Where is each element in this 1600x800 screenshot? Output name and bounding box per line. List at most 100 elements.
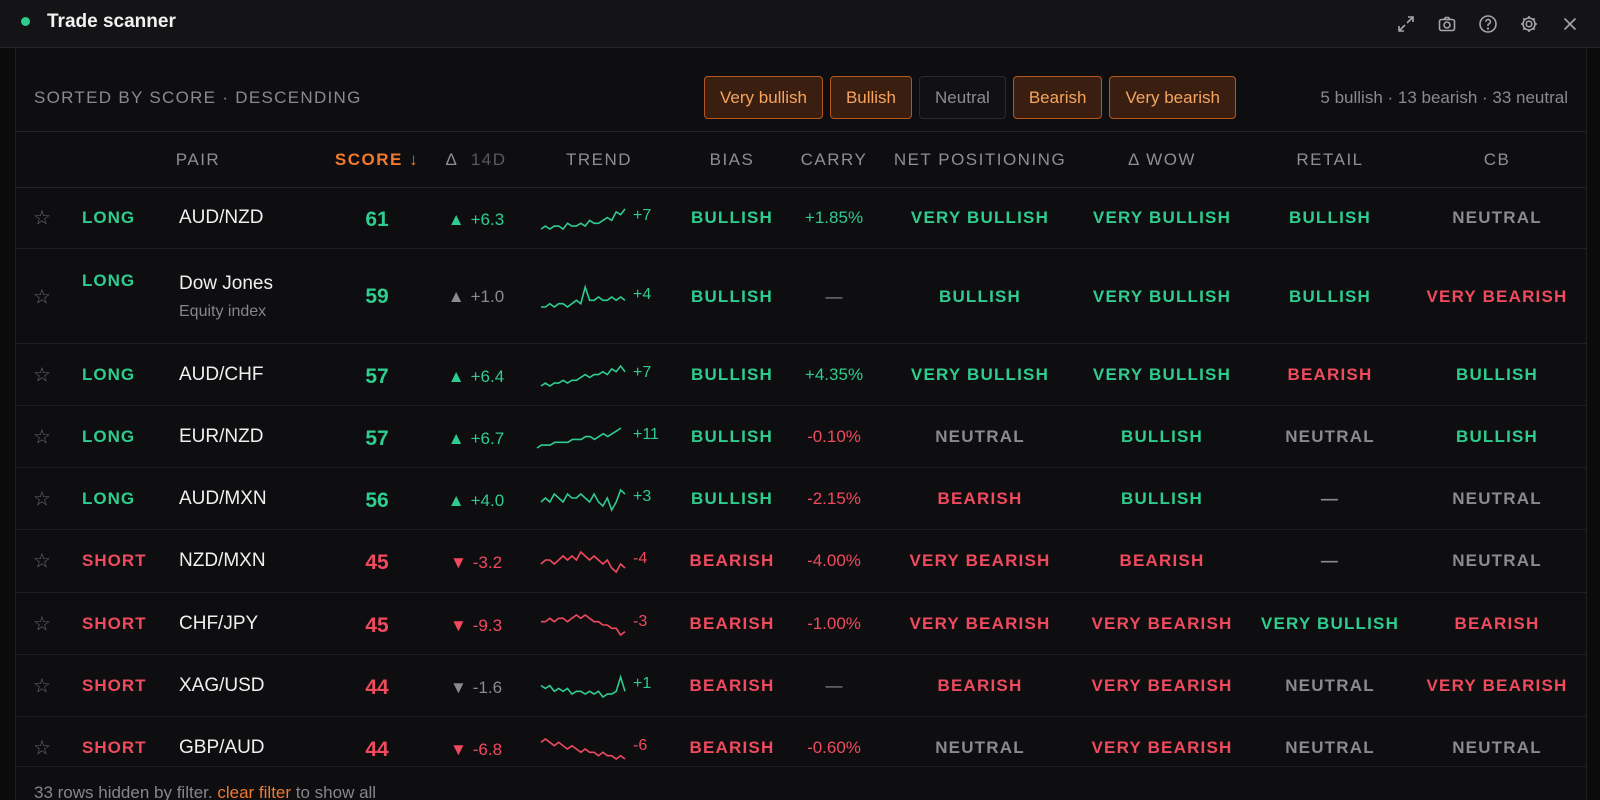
- table-row[interactable]: ☆ SHORT NZD/MXN 45 ▼ -3.2 -4 BEARISH -4.00% VERY …: [15, 530, 1587, 593]
- cb-value: NEUTRAL: [1452, 489, 1542, 508]
- carry-value: -4.00%: [807, 551, 861, 570]
- trend-change: -4: [633, 550, 648, 567]
- filter-bullish[interactable]: Bullish: [829, 76, 913, 119]
- col-header-wow[interactable]: Δ WOW: [1128, 150, 1196, 169]
- net-positioning-value: BULLISH: [938, 287, 1022, 306]
- cb-value: NEUTRAL: [1452, 208, 1542, 227]
- wow-value: VERY BEARISH: [1091, 676, 1233, 695]
- table-row[interactable]: ☆ LONG Dow Jones Equity index 59 ▲ +1.0 +4 BULLI…: [15, 249, 1587, 344]
- table-row[interactable]: ☆ LONG EUR/NZD 57 ▲ +6.7 +11 BULLISH -0.10% NEUTR…: [15, 406, 1587, 468]
- bias-value: BEARISH: [689, 551, 775, 570]
- delta-value: -1.6: [472, 678, 503, 697]
- camera-icon[interactable]: [1435, 12, 1459, 36]
- pair-name: Dow Jones: [179, 273, 273, 294]
- show-all-note: to show all: [295, 783, 377, 800]
- col-header-score[interactable]: SCORE ↓: [334, 150, 420, 169]
- trend-change: -3: [633, 613, 648, 630]
- favorite-star-icon[interactable]: ☆: [33, 364, 51, 387]
- col-header-retail[interactable]: RETAIL: [1296, 150, 1364, 169]
- favorite-star-icon[interactable]: ☆: [33, 613, 51, 636]
- help-icon[interactable]: [1476, 12, 1500, 36]
- favorite-star-icon[interactable]: ☆: [33, 675, 51, 698]
- status-dot: [21, 17, 30, 26]
- filter-very-bullish[interactable]: Very bullish: [704, 76, 823, 119]
- wow-value: VERY BULLISH: [1092, 287, 1232, 306]
- clear-filter-link[interactable]: clear filter: [217, 783, 292, 800]
- table-row[interactable]: ☆ SHORT CHF/JPY 45 ▼ -9.3 -3 BEARISH -1.00% VERY …: [15, 593, 1587, 655]
- sparkline-path: [540, 550, 626, 574]
- carry-value: -0.10%: [807, 427, 861, 446]
- divider: [15, 131, 1587, 132]
- net-positioning-value: VERY BULLISH: [910, 365, 1050, 384]
- score-value: 57: [365, 365, 389, 388]
- sparkline-path: [540, 737, 626, 760]
- carry-value: —: [825, 676, 843, 695]
- direction-label: SHORT: [82, 551, 147, 570]
- filter-neutral[interactable]: Neutral: [919, 76, 1006, 119]
- pair-cell: AUD/NZD: [179, 207, 263, 229]
- trend-sparkline: [540, 364, 626, 387]
- pair-cell: GBP/AUD: [179, 737, 265, 759]
- gear-icon[interactable]: [1517, 12, 1541, 36]
- pair-name: AUD/NZD: [179, 207, 264, 228]
- pair-name: XAG/USD: [179, 675, 265, 696]
- delta-14d: ▼ -9.3: [450, 616, 502, 636]
- close-icon[interactable]: [1558, 12, 1582, 36]
- favorite-star-icon[interactable]: ☆: [33, 286, 51, 309]
- favorite-star-icon[interactable]: ☆: [33, 737, 51, 760]
- carry-value: +4.35%: [804, 365, 864, 384]
- trend-sparkline: [541, 613, 626, 637]
- table-row[interactable]: ☆ LONG AUD/NZD 61 ▲ +6.3 +7 BULLISH +1.85% VERY B…: [15, 187, 1587, 249]
- arrow-down-icon: ▼: [449, 740, 467, 759]
- trend-change: +4: [633, 286, 652, 303]
- delta-14d: ▲ +4.0: [448, 491, 504, 511]
- table-row[interactable]: ☆ SHORT XAG/USD 44 ▼ -1.6 +1 BEARISH — BEARISH VER…: [15, 655, 1587, 717]
- carry-value: +1.85%: [804, 208, 864, 227]
- trend-sparkline: [540, 737, 626, 760]
- sparkline-path: [540, 208, 626, 231]
- pair-cell: XAG/USD: [179, 675, 265, 697]
- col-header-net-positioning[interactable]: NET POSITIONING: [893, 150, 1067, 169]
- bias-value: BULLISH: [690, 365, 774, 384]
- favorite-star-icon[interactable]: ☆: [33, 207, 51, 230]
- bias-value: BULLISH: [690, 287, 774, 306]
- retail-value: BULLISH: [1288, 208, 1372, 227]
- col-header-trend[interactable]: TREND: [565, 150, 633, 169]
- arrow-up-icon: ▲: [447, 287, 465, 306]
- direction-label: SHORT: [82, 676, 147, 695]
- delta-value: -6.8: [472, 740, 503, 759]
- cb-value: NEUTRAL: [1452, 551, 1542, 570]
- col-header-pair[interactable]: PAIR: [175, 150, 221, 169]
- wow-value: VERY BEARISH: [1091, 614, 1233, 633]
- arrow-up-icon: ▲: [447, 429, 465, 448]
- filter-very-bearish[interactable]: Very bearish: [1109, 76, 1236, 119]
- arrow-up-icon: ▲: [447, 367, 465, 386]
- window-controls: [1394, 12, 1582, 36]
- col-header-cb[interactable]: CB: [1483, 150, 1511, 169]
- delta-value: +6.3: [470, 210, 505, 229]
- favorite-star-icon[interactable]: ☆: [33, 426, 51, 449]
- expand-icon[interactable]: [1394, 12, 1418, 36]
- window-title: Trade scanner: [47, 11, 176, 32]
- bias-value: BEARISH: [689, 676, 775, 695]
- delta-14d: ▲ +1.0: [448, 287, 504, 307]
- favorite-star-icon[interactable]: ☆: [33, 550, 51, 573]
- bias-value: BULLISH: [690, 427, 774, 446]
- col-header-delta[interactable]: Δ 14D: [446, 150, 507, 170]
- carry-value: -2.15%: [807, 489, 861, 508]
- pair-cell: CHF/JPY: [179, 613, 258, 635]
- wow-value: VERY BULLISH: [1092, 365, 1232, 384]
- filter-bearish[interactable]: Bearish: [1012, 76, 1103, 119]
- table-row[interactable]: ☆ LONG AUD/MXN 56 ▲ +4.0 +3 BULLISH -2.15% BEARIS…: [15, 468, 1587, 530]
- col-header-bias[interactable]: BIAS: [709, 150, 755, 169]
- table-row[interactable]: ☆ LONG AUD/CHF 57 ▲ +6.4 +7 BULLISH +4.35% VERY B…: [15, 344, 1587, 406]
- col-header-carry[interactable]: CARRY: [800, 150, 868, 169]
- cb-value: VERY BEARISH: [1426, 287, 1568, 306]
- pair-name: GBP/AUD: [179, 737, 265, 758]
- table-row[interactable]: ☆ SHORT GBP/AUD 44 ▼ -6.8 -6 BEARISH -0.60% NEUTR…: [15, 717, 1587, 767]
- direction-label: LONG: [82, 365, 136, 384]
- favorite-star-icon[interactable]: ☆: [33, 488, 51, 511]
- direction-label: LONG: [82, 208, 136, 227]
- arrow-up-icon: ▲: [447, 491, 465, 510]
- trend-sparkline: [540, 208, 626, 231]
